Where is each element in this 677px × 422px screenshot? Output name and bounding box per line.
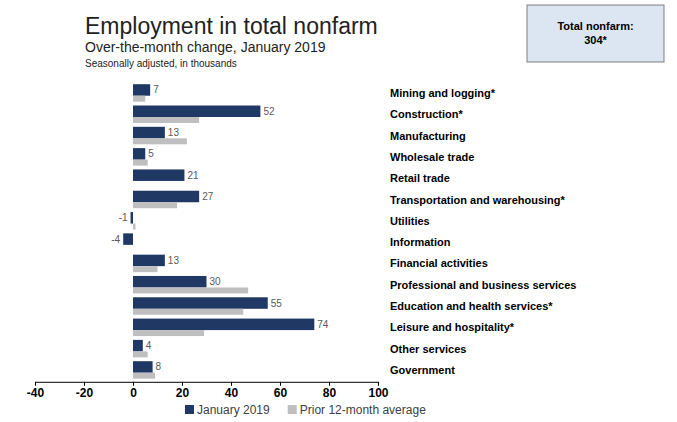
data-labels: 7 52 13 5 2127 -1 -4 13 30 55 74 48 [111,84,329,372]
bar [133,138,187,144]
bar [133,96,145,102]
tick-mark [35,382,36,386]
bar [133,351,148,357]
tick-label: 40 [225,386,239,400]
data-label: -4 [111,234,120,245]
annotation-box [527,5,664,62]
bar [133,319,314,331]
category-label: Government [390,364,455,376]
bar [133,287,248,293]
data-label: 74 [317,319,329,330]
bar [133,373,155,379]
bar [133,245,134,251]
tick-mark [231,382,232,386]
tick: 60 [274,382,288,401]
legend: January 2019 Prior 12-month average [185,403,426,417]
category-label: Information [390,236,451,248]
bar [133,224,135,230]
bar [133,276,207,288]
data-label: 8 [156,361,162,372]
tick-mark [280,382,281,386]
chart: Employment in total nonfarmOver-the-mont… [0,0,677,422]
data-label: 27 [202,191,214,202]
data-label: 5 [148,148,154,159]
tick: -40 [27,382,45,401]
data-label: 55 [271,298,283,309]
bar [133,106,260,118]
bars [123,84,314,378]
tick-label: -40 [27,386,45,400]
tick-label: 100 [368,386,388,400]
tick-mark [84,382,85,386]
category-label: Utilities [390,215,430,227]
bar [133,127,165,139]
category-label: Manufacturing [390,130,466,142]
category-label: Wholesale trade [390,151,474,163]
bar [133,330,204,336]
tick-mark [133,382,134,386]
legend-label: Prior 12-month average [300,403,426,417]
data-label: 21 [187,170,199,181]
bar [133,169,184,181]
bar [133,340,143,352]
caption: Seasonally adjusted, in thousands [85,58,237,69]
tick: 0 [130,382,137,401]
category-label: Other services [390,343,466,355]
bar [131,212,133,224]
data-label: -1 [119,212,128,223]
title: Employment in total nonfarm [85,13,378,39]
data-label: 13 [168,127,180,138]
tick-label: 80 [323,386,337,400]
category-label: Professional and business services [390,279,576,291]
annotation: Total nonfarm: [557,20,633,32]
x-axis: -40 -20 0 20 40 60 80 100 [27,382,389,401]
bar [133,361,153,373]
category-label: Leisure and hospitality* [390,321,515,333]
tick: 100 [368,382,388,401]
tick: -20 [76,382,94,401]
tick-label: 60 [274,386,288,400]
bar [133,309,243,315]
bar [133,202,177,208]
bar [133,266,158,272]
subtitle: Over-the-month change, January 2019 [85,39,326,55]
bar [133,181,134,187]
data-label: 13 [168,255,180,266]
tick-label: 20 [176,386,190,400]
legend-label: January 2019 [197,403,270,417]
category-label: Education and health services* [390,300,553,312]
tick-mark [182,382,183,386]
category-label: Transportation and warehousing* [390,194,566,206]
legend-swatch [288,405,297,414]
data-label: 52 [263,106,275,117]
bar [133,255,165,267]
tick: 20 [176,382,190,401]
category-label: Construction* [390,108,463,120]
data-label: 4 [146,340,152,351]
bar [133,117,199,123]
tick: 40 [225,382,239,401]
tick: 80 [323,382,337,401]
bar [133,84,150,96]
category-label: Mining and logging* [390,87,496,99]
tick-label: -20 [76,386,94,400]
data-label: 30 [210,276,222,287]
bar [133,148,145,160]
bar [123,233,133,245]
tick-label: 0 [130,386,137,400]
tick-mark [329,382,330,386]
data-label: 7 [153,84,159,95]
bar [133,160,148,166]
category-label: Retail trade [390,172,450,184]
x-axis-line [36,382,379,383]
category-labels: Mining and logging* Construction* Manufact… [390,87,576,376]
annotation: 304* [584,34,607,46]
category-label: Financial activities [390,257,488,269]
bar [133,191,199,203]
tick-mark [378,382,379,386]
legend-swatch [185,405,194,414]
bar [133,297,268,309]
